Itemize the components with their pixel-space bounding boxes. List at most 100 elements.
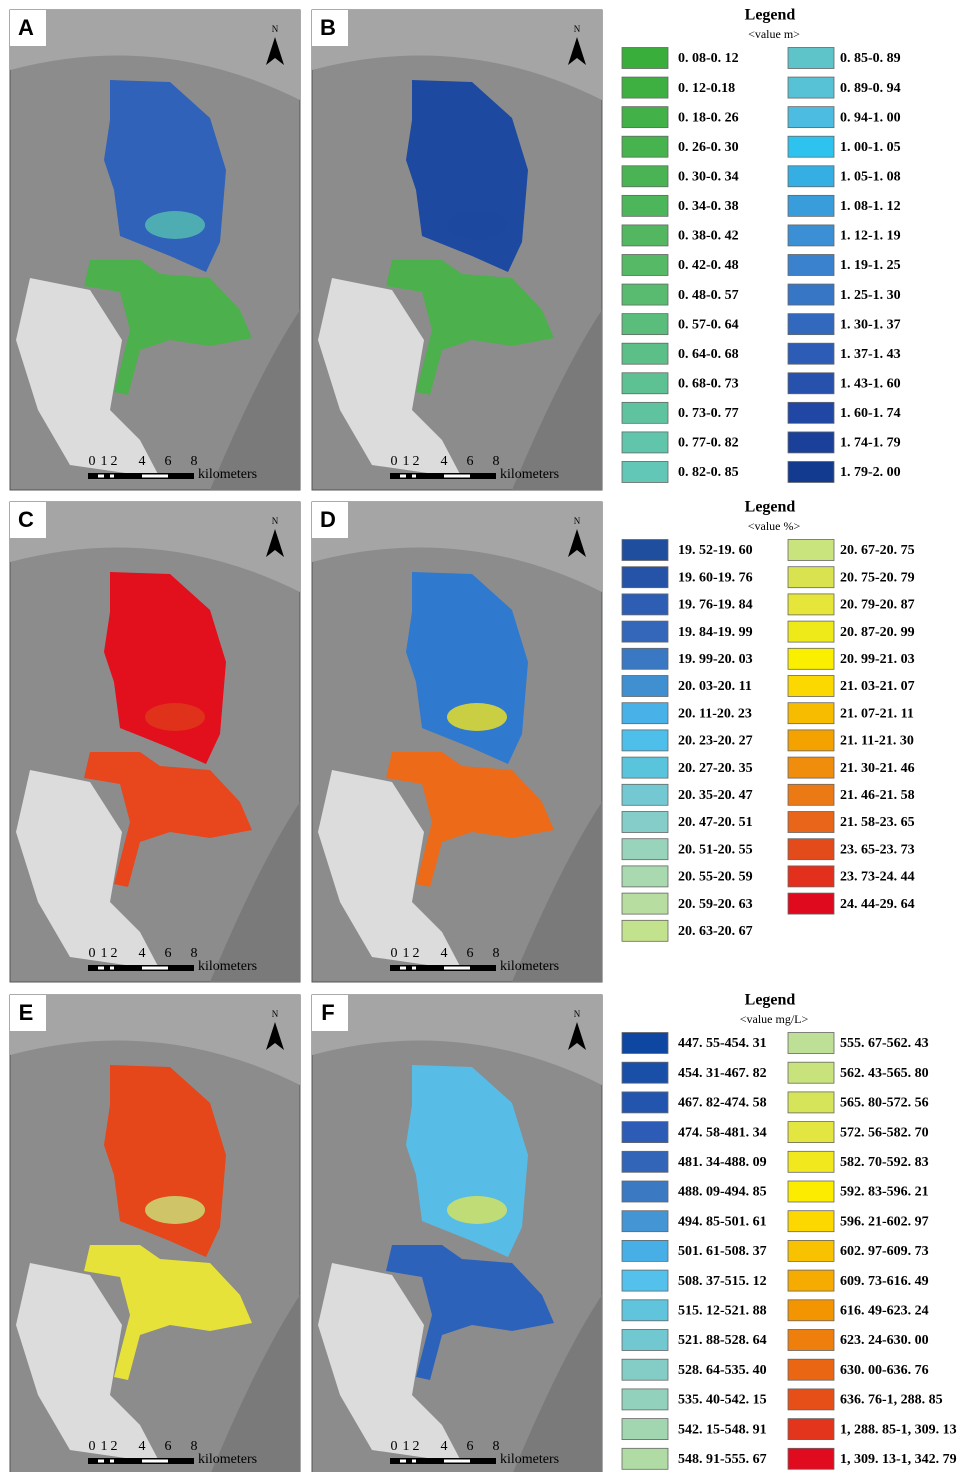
scale-label: 8: [191, 1439, 198, 1454]
legend-label: 20. 23-20. 27: [678, 734, 753, 749]
scale-bar-segment: [444, 967, 470, 970]
legend-swatch: [788, 1092, 834, 1113]
legend-swatch: [622, 48, 668, 69]
scale-label: 0: [89, 454, 96, 469]
legend-unit: <value %>: [748, 519, 801, 533]
legend-swatch: [622, 1181, 668, 1202]
legend-swatch: [622, 461, 668, 482]
legend-label: 1. 79-2. 00: [840, 465, 901, 480]
legend-swatch: [788, 225, 834, 246]
legend-label: 1, 309. 13-1, 342. 79: [840, 1452, 957, 1467]
legend-label: 0. 48-0. 57: [678, 288, 739, 303]
legend-label: 467. 82-474. 58: [678, 1096, 767, 1111]
scale-label: 2: [111, 454, 118, 469]
scale-label: 2: [413, 454, 420, 469]
scale-label: 6: [467, 1439, 474, 1454]
legend-swatch: [788, 1240, 834, 1261]
scale-label: 4: [441, 1439, 448, 1454]
legend-swatch: [622, 432, 668, 453]
legend-label: 609. 73-616. 49: [840, 1274, 929, 1289]
north-label: N: [574, 516, 581, 526]
legend-label: 21. 07-21. 11: [840, 706, 914, 721]
legend-swatch: [788, 703, 834, 724]
panel-label: D: [320, 507, 336, 532]
legend-swatch: [788, 839, 834, 860]
legend-label: 0. 77-0. 82: [678, 436, 739, 451]
figure: AN012468kilometersBN012468kilometersCN01…: [0, 0, 973, 1472]
legend-label: 20. 55-20. 59: [678, 870, 753, 885]
legend: Legend<value %>19. 52-19. 6019. 60-19. 7…: [622, 499, 915, 942]
legend-swatch: [788, 1122, 834, 1143]
lake-detail: [145, 211, 205, 239]
scale-unit: kilometers: [500, 959, 559, 974]
scale-label: 0: [391, 946, 398, 961]
legend-label: 20. 63-20. 67: [678, 924, 753, 939]
lake-detail: [447, 211, 507, 239]
legend-swatch: [622, 343, 668, 364]
legend-label: 616. 49-623. 24: [840, 1304, 929, 1319]
scale-bar-segment: [400, 475, 406, 478]
legend-label: 521. 88-528. 64: [678, 1333, 767, 1348]
legend-label: 20. 79-20. 87: [840, 598, 915, 613]
scale-label: 1: [403, 1439, 410, 1454]
legend-label: 0. 85-0. 89: [840, 51, 901, 66]
legend-swatch: [788, 1330, 834, 1351]
legend-label: 582. 70-592. 83: [840, 1155, 929, 1170]
legend-swatch: [622, 839, 668, 860]
scale-bar-segment: [412, 1460, 416, 1463]
legend-label: 0. 38-0. 42: [678, 229, 739, 244]
legend-label: 447. 55-454. 31: [678, 1036, 767, 1051]
legend-label: 20. 51-20. 55: [678, 842, 753, 857]
legend-label: 20. 75-20. 79: [840, 570, 915, 585]
scale-label: 8: [191, 454, 198, 469]
legend-swatch: [622, 540, 668, 561]
scale-unit: kilometers: [500, 467, 559, 482]
legend-swatch: [788, 166, 834, 187]
legend-swatch: [788, 77, 834, 98]
scale-unit: kilometers: [198, 1452, 257, 1467]
legend-label: 481. 34-488. 09: [678, 1155, 767, 1170]
legend-swatch: [788, 461, 834, 482]
scale-label: 4: [441, 454, 448, 469]
legend-label: 1. 74-1. 79: [840, 436, 901, 451]
legend-label: 0. 94-1. 00: [840, 110, 901, 125]
legend-swatch: [788, 1151, 834, 1172]
legend-swatch: [622, 676, 668, 697]
legend-label: 501. 61-508. 37: [678, 1244, 767, 1259]
legend-swatch: [622, 784, 668, 805]
north-label: N: [574, 1009, 581, 1019]
legend-swatch: [622, 77, 668, 98]
legend-label: 1. 43-1. 60: [840, 376, 901, 391]
lake-detail: [447, 703, 507, 731]
legend-label: 623. 24-630. 00: [840, 1333, 929, 1348]
legend-label: 19. 76-19. 84: [678, 598, 753, 613]
legend-label: 0. 08-0. 12: [678, 51, 739, 66]
legend-label: 630. 00-636. 76: [840, 1363, 929, 1378]
legend-swatch: [788, 1359, 834, 1380]
scale-label: 8: [493, 946, 500, 961]
legend-swatch: [622, 1389, 668, 1410]
scale-bar-segment: [110, 967, 114, 970]
legend-swatch: [788, 567, 834, 588]
legend-swatch: [622, 1448, 668, 1469]
scale-label: 0: [391, 1439, 398, 1454]
legend-label: 21. 58-23. 65: [840, 815, 915, 830]
legend-label: 20. 35-20. 47: [678, 788, 753, 803]
scale-unit: kilometers: [500, 1452, 559, 1467]
legend-swatch: [622, 373, 668, 394]
scale-label: 6: [165, 454, 172, 469]
legend-label: 0. 34-0. 38: [678, 199, 739, 214]
legend-label: 508. 37-515. 12: [678, 1274, 767, 1289]
legend-label: 562. 43-565. 80: [840, 1066, 929, 1081]
legend-label: 592. 83-596. 21: [840, 1185, 929, 1200]
legend-swatch: [622, 195, 668, 216]
legend-swatch: [788, 784, 834, 805]
legend-label: 0. 30-0. 34: [678, 169, 739, 184]
legend-label: 1. 25-1. 30: [840, 288, 901, 303]
legend-label: 535. 40-542. 15: [678, 1393, 767, 1408]
legend-label: 636. 76-1, 288. 85: [840, 1393, 943, 1408]
legend-unit: <value m>: [748, 27, 800, 41]
legend-label: 20. 99-21. 03: [840, 652, 915, 667]
legend: Legend<value mg/L>447. 55-454. 31454. 31…: [622, 992, 957, 1470]
legend-swatch: [788, 540, 834, 561]
